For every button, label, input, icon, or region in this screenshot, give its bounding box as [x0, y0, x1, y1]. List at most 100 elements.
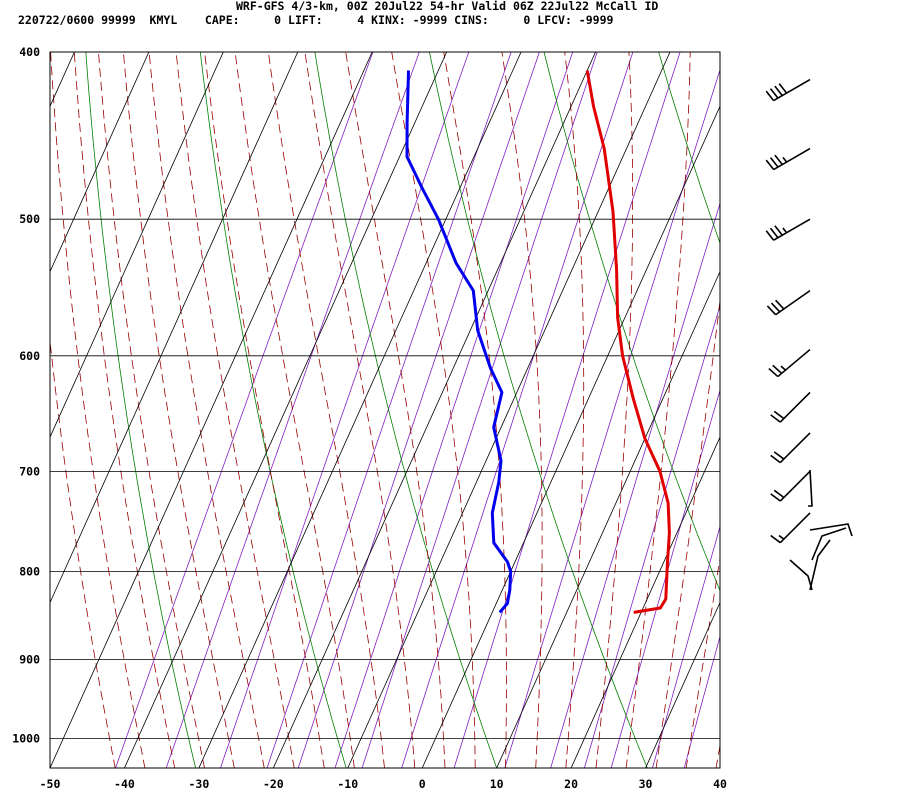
wind-barbs	[765, 78, 853, 591]
wind-barb-flag	[773, 451, 785, 460]
wind-barb-flag	[768, 367, 779, 378]
wind-barb-staff	[779, 512, 811, 544]
wind-barb-flag	[765, 230, 775, 241]
mixing-ratio-line	[361, 52, 598, 768]
wind-barb-staff	[773, 147, 811, 171]
wind-barb-staff	[777, 348, 811, 378]
wind-barb-flag	[769, 157, 779, 168]
wind-barb-flag	[770, 493, 781, 502]
isotherm-line	[50, 52, 150, 273]
wind-barb-flag	[765, 159, 775, 171]
dry-adiabat-line	[0, 14, 48, 783]
wind-barb	[770, 470, 811, 502]
moist-adiabat-line	[73, 52, 176, 768]
moist-adiabat-line	[685, 555, 720, 768]
temperature-tick-label: 40	[713, 777, 727, 791]
dry-adiabat-line	[85, 52, 197, 768]
mixing-ratio-line	[550, 202, 720, 768]
dry-adiabat-line	[314, 52, 498, 768]
temperature-tick-label: -30	[188, 777, 209, 791]
dry-adiabat-line	[658, 52, 720, 245]
isotherm-line	[50, 52, 224, 439]
moist-adiabat-line	[204, 52, 325, 768]
moist-adiabat-line	[564, 52, 585, 768]
moist-adiabat-line	[50, 337, 116, 768]
moist-adiabat-line	[267, 52, 385, 768]
wind-barb-staff	[779, 470, 811, 502]
pressure-tick-label: 900	[19, 653, 40, 667]
temperature-tick-label: 10	[490, 777, 504, 791]
wind-barb-flag	[766, 305, 777, 316]
dewpoint-profile-line	[405, 70, 513, 614]
wind-barb-staff	[808, 469, 813, 507]
wind-barb-half-flag	[780, 365, 787, 371]
wind-barb-flag	[770, 454, 781, 464]
isotherm-line	[50, 52, 299, 604]
wind-barb-staff	[779, 391, 811, 423]
temperature-tick-labels: -50 -40 -30 -20 -10 0 10 20 30 40	[40, 777, 727, 791]
wind-barb-staff	[809, 523, 853, 537]
dry-adiabat-line	[873, 14, 900, 783]
wind-barb-flag	[773, 489, 785, 499]
temperature-tick-label: -40	[114, 777, 135, 791]
isotherm-line	[50, 52, 373, 768]
mixing-ratio-line	[297, 52, 540, 768]
pressure-tick-label: 600	[19, 349, 40, 363]
wind-barb-flag	[774, 299, 785, 310]
wind-barb-flag	[765, 90, 775, 102]
wind-barb	[768, 348, 811, 378]
wind-barb-flag	[769, 88, 779, 99]
moist-adiabat-line	[345, 52, 446, 768]
mixing-ratio-line	[652, 525, 720, 768]
wind-barb-staff	[779, 432, 811, 464]
isotherm-line	[719, 767, 720, 768]
wind-barb	[766, 289, 811, 316]
wind-barb-half-flag	[782, 156, 788, 163]
wind-barb-flag	[774, 85, 783, 97]
moist-adiabat-line	[443, 52, 507, 768]
moist-adiabat-line	[655, 298, 720, 768]
mixing-ratio-line	[583, 304, 720, 768]
isotherm-line	[272, 52, 596, 768]
temperature-tick-label: -50	[40, 777, 61, 791]
wind-barb-flag	[770, 414, 781, 423]
mixing-ratio-line	[610, 388, 720, 768]
mixing-ratio-line	[504, 68, 720, 768]
series-layer	[405, 70, 671, 614]
isotherm-line	[198, 52, 522, 768]
wind-barb	[770, 391, 811, 423]
wind-barb-flag	[772, 364, 783, 374]
wind-barb-flag	[770, 534, 781, 544]
wind-barb-flag	[774, 225, 783, 236]
temperature-profile-line	[585, 70, 671, 614]
wind-barb	[765, 78, 811, 102]
moist-adiabat-line	[122, 52, 235, 768]
isotherm-line	[421, 105, 720, 768]
station-info-line: 220722/0600 99999 KMYL CAPE: 0 LIFT: 4 K…	[18, 13, 614, 27]
isotherm-line	[570, 436, 720, 768]
wind-barb-staff	[773, 218, 811, 241]
mixing-ratio-line	[453, 52, 681, 768]
moist-adiabat-line	[234, 52, 355, 768]
background-lines	[0, 14, 900, 783]
moist-adiabat-line	[50, 52, 146, 768]
dry-adiabat-line	[199, 52, 347, 768]
wind-barb-staff	[775, 289, 811, 316]
moist-adiabat-line	[304, 52, 416, 768]
wind-barb-half-flag	[778, 534, 785, 540]
pressure-tick-labels: 400 500 600 700 800 900 1000	[12, 45, 40, 746]
plot-frame	[49, 51, 721, 769]
moist-adiabat-line	[715, 743, 720, 768]
temperature-tick-label: -10	[337, 777, 358, 791]
dry-adiabat-line	[760, 14, 900, 783]
temperature-tick-label: 20	[564, 777, 578, 791]
isotherm-line	[645, 601, 720, 768]
moist-adiabat-line	[148, 52, 265, 768]
isotherm-line	[124, 52, 448, 768]
mixing-ratio-line	[401, 52, 634, 768]
wind-barb-staff	[809, 539, 831, 591]
wind-barb-flag	[770, 302, 781, 313]
pressure-tick-label: 400	[19, 45, 40, 59]
mixing-ratio-line	[220, 52, 470, 768]
